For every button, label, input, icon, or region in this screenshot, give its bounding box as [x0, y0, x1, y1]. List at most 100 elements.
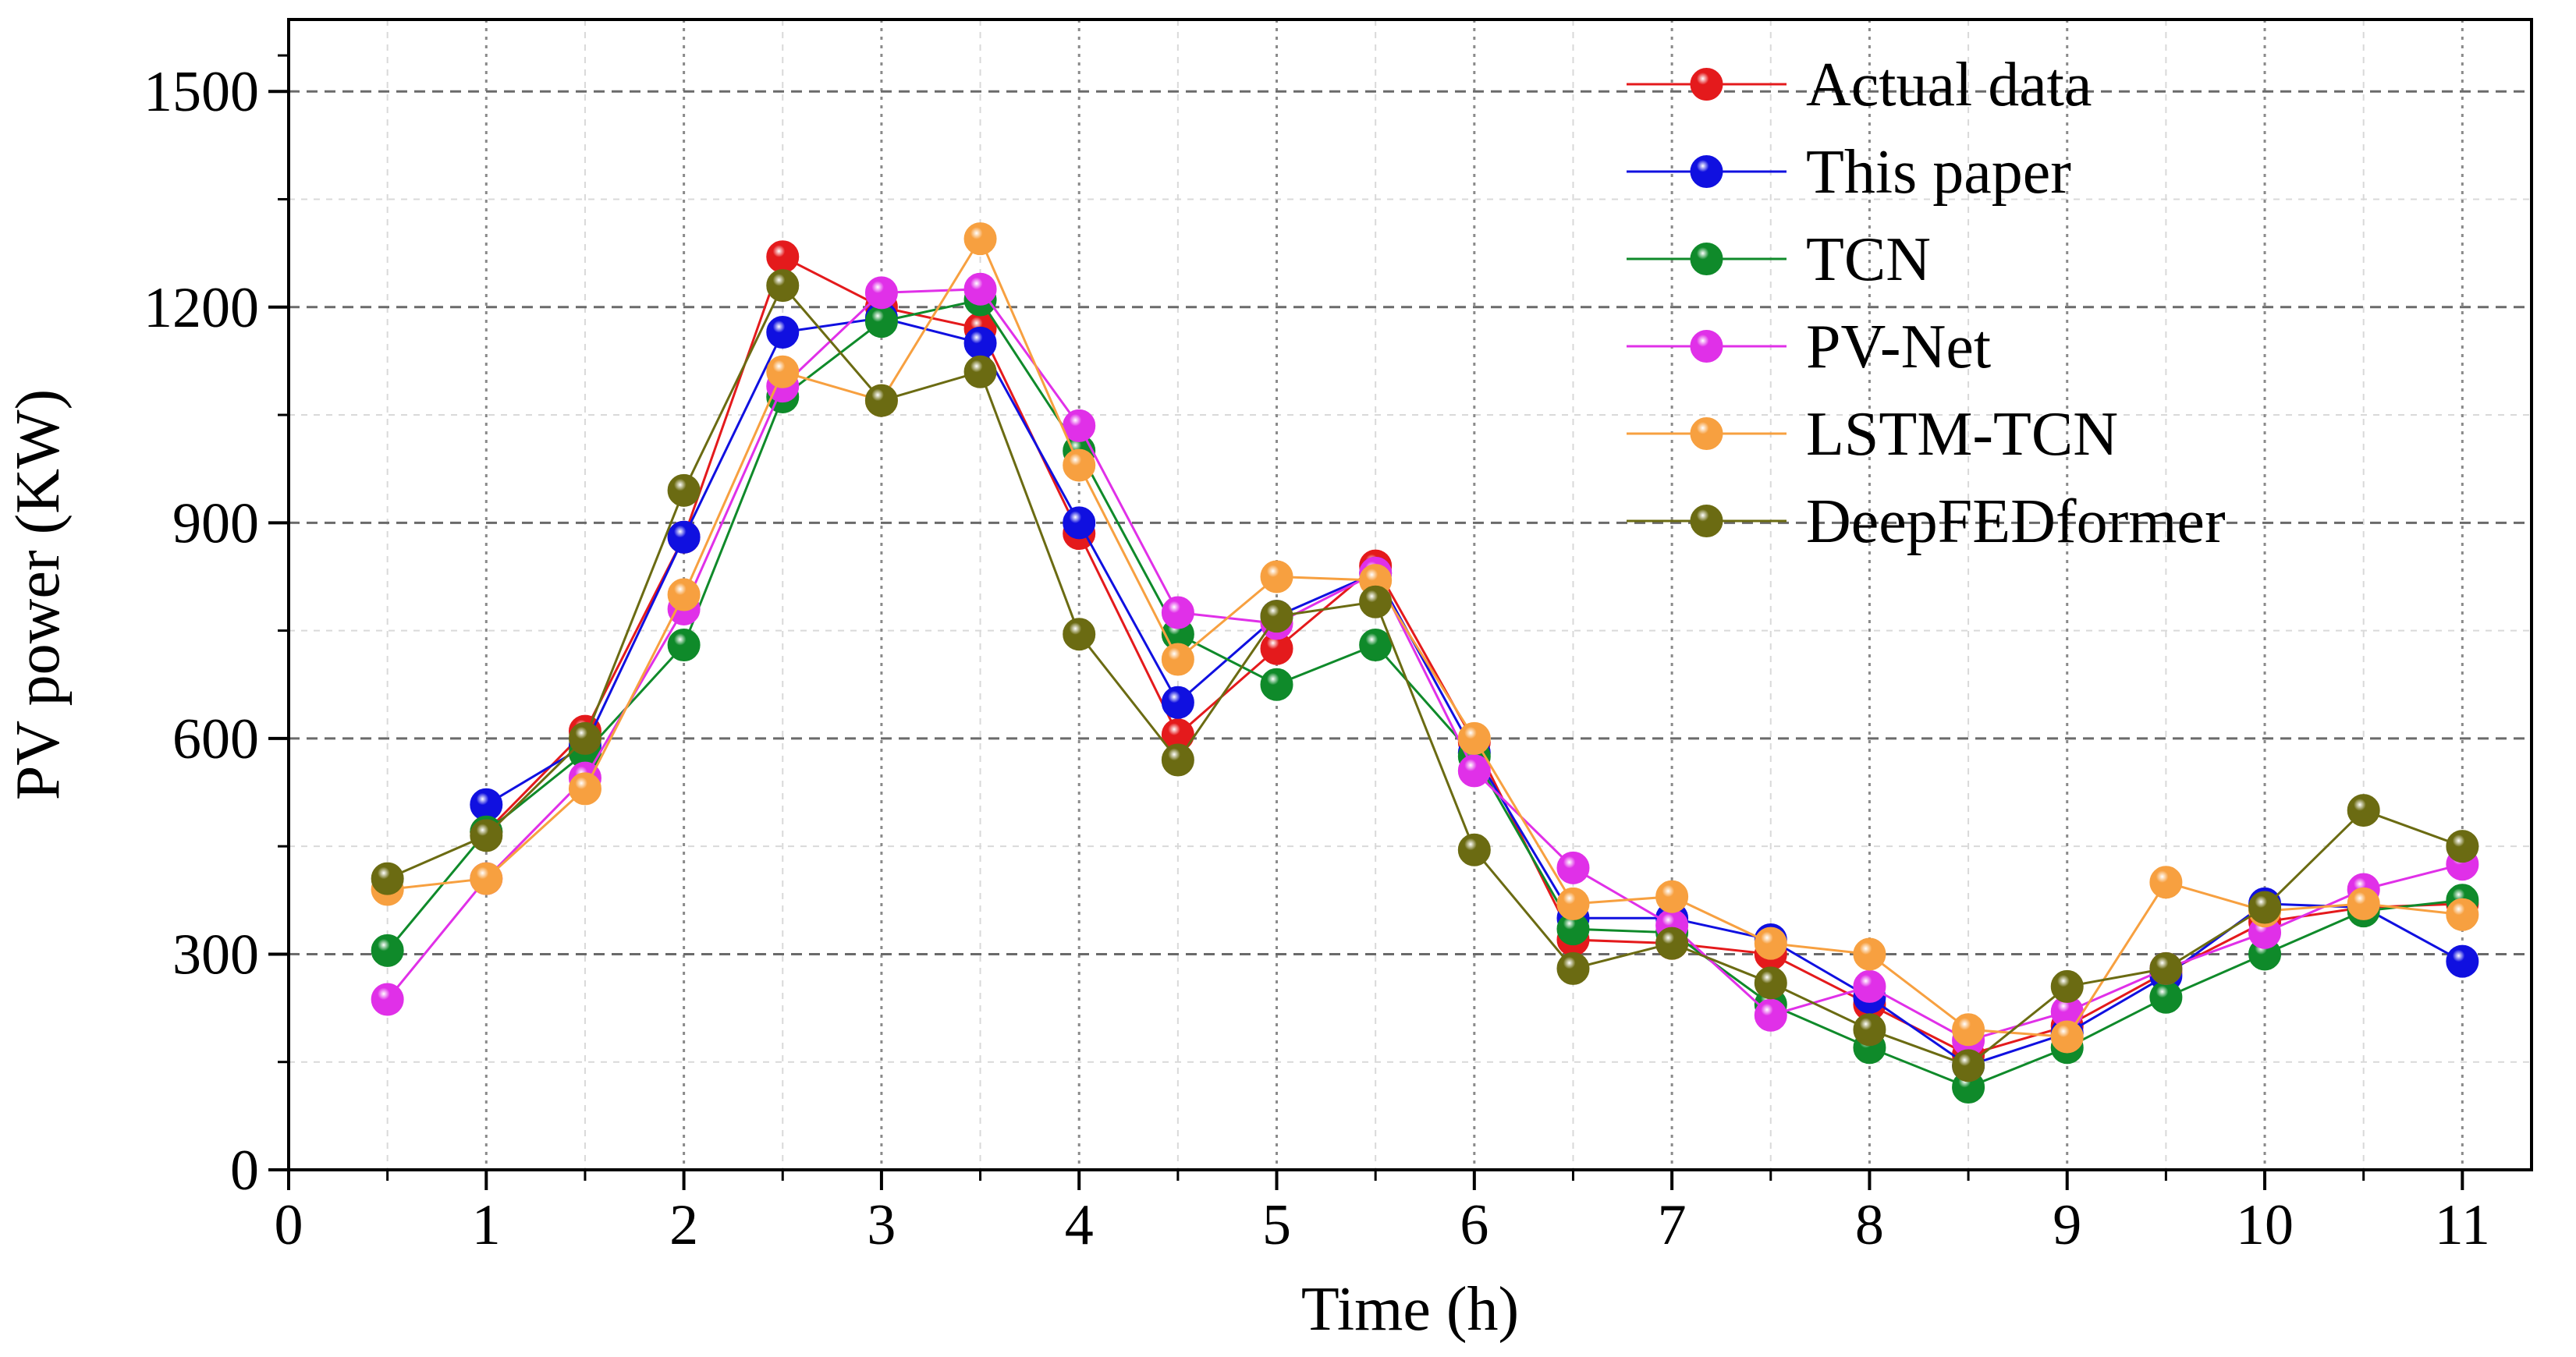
data-point	[1457, 833, 1491, 866]
data-point	[1853, 1013, 1886, 1047]
data-point	[1952, 1013, 1985, 1047]
data-point	[1952, 1049, 1985, 1082]
legend-marker	[1690, 243, 1723, 275]
data-point	[1556, 851, 1590, 884]
y-tick-label: 0	[230, 1139, 259, 1203]
data-point	[1853, 969, 1886, 1003]
data-point	[667, 473, 701, 507]
legend-marker	[1690, 155, 1723, 188]
y-axis-title: PV power (KW)	[4, 389, 73, 800]
data-point	[963, 326, 997, 360]
y-tick-label: 300	[172, 923, 259, 987]
legend: Actual data This paper TCN PV-Net LSTM-TCN De…	[1627, 51, 2226, 556]
data-point	[470, 862, 503, 895]
x-tick-label: 5	[1262, 1193, 1291, 1257]
data-point	[667, 629, 701, 662]
x-tick-label: 11	[2435, 1193, 2490, 1257]
data-point	[2446, 944, 2479, 978]
legend-item: Actual data	[1627, 51, 2092, 119]
data-point	[1359, 585, 1393, 618]
data-point	[568, 772, 601, 806]
x-tick-label: 7	[1658, 1193, 1687, 1257]
data-point	[2050, 1020, 2084, 1054]
data-point	[371, 862, 404, 895]
data-point	[766, 316, 800, 349]
grid	[289, 19, 2532, 1170]
x-tick-label: 10	[2236, 1193, 2294, 1257]
data-point	[2050, 969, 2084, 1003]
legend-label: Actual data	[1806, 51, 2092, 119]
data-point	[766, 355, 800, 388]
series-line	[386, 298, 2463, 1089]
data-point	[864, 276, 898, 310]
legend-label: LSTM-TCN	[1806, 400, 2118, 469]
data-point	[1260, 600, 1293, 633]
data-point	[2248, 891, 2282, 924]
x-tick-label: 1	[472, 1193, 501, 1257]
data-point	[470, 788, 503, 821]
data-point	[568, 721, 601, 755]
data-point	[1556, 887, 1590, 920]
data-point	[1754, 998, 1787, 1032]
plot-frame	[287, 18, 2533, 1171]
data-point	[1754, 966, 1787, 1000]
data-point	[2149, 980, 2183, 1014]
legend-label: TCN	[1806, 225, 1931, 294]
legend-marker	[1690, 68, 1723, 101]
x-tick-label: 9	[2053, 1193, 2081, 1257]
data-point	[1063, 409, 1096, 442]
legend-marker	[1690, 505, 1723, 537]
legend-marker	[1690, 417, 1723, 450]
data-point	[1161, 743, 1194, 777]
data-point	[371, 934, 404, 967]
data-point	[1260, 560, 1293, 593]
legend-label: PV-Net	[1806, 313, 1991, 381]
data-point	[1655, 927, 1689, 960]
data-point	[1457, 754, 1491, 788]
x-tick-label: 2	[669, 1193, 698, 1257]
data-point	[963, 222, 997, 256]
data-point	[2446, 898, 2479, 931]
legend-item: LSTM-TCN	[1627, 400, 2118, 469]
x-tick-label: 6	[1460, 1193, 1488, 1257]
axes: 0 1 2 3 4 5 6 7 8 9 10 11 0 300 600 900 1200 1500	[144, 18, 2533, 1257]
data-point	[1161, 596, 1194, 629]
y-tick-label: 1200	[144, 276, 259, 340]
x-tick-label: 3	[867, 1193, 896, 1257]
x-axis-title: Time (h)	[1301, 1275, 1519, 1344]
series-line	[387, 236, 2463, 1039]
x-tick-label: 0	[275, 1193, 303, 1257]
data-point	[667, 520, 701, 554]
y-tick-label: 600	[172, 707, 259, 771]
data-point	[864, 305, 898, 338]
data-point	[1853, 937, 1886, 971]
data-point	[1063, 618, 1096, 651]
series-line	[386, 288, 2463, 1042]
data-point	[2446, 830, 2479, 863]
data-point	[2149, 866, 2183, 899]
legend-item: DeepFEDformer	[1627, 487, 2226, 556]
data-point	[1655, 880, 1689, 913]
data-point	[470, 819, 503, 852]
data-point	[667, 578, 701, 611]
data-point	[963, 272, 997, 306]
y-tick-label: 1500	[144, 60, 259, 124]
data-point	[1161, 643, 1194, 676]
y-tick-label: 900	[172, 491, 259, 555]
data-point	[1063, 448, 1096, 482]
data-point	[1359, 629, 1393, 662]
x-tick-label: 4	[1065, 1193, 1094, 1257]
series-layer	[371, 222, 2479, 1104]
series-line	[387, 283, 2463, 1067]
legend-item: TCN	[1627, 225, 1931, 294]
x-tick-label: 8	[1855, 1193, 1884, 1257]
data-point	[864, 384, 898, 417]
data-point	[2347, 887, 2380, 920]
data-point	[1161, 686, 1194, 719]
legend-item: PV-Net	[1627, 313, 1991, 381]
series-deepfedformer	[371, 269, 2479, 1082]
data-point	[2347, 794, 2380, 827]
data-point	[1260, 668, 1293, 701]
